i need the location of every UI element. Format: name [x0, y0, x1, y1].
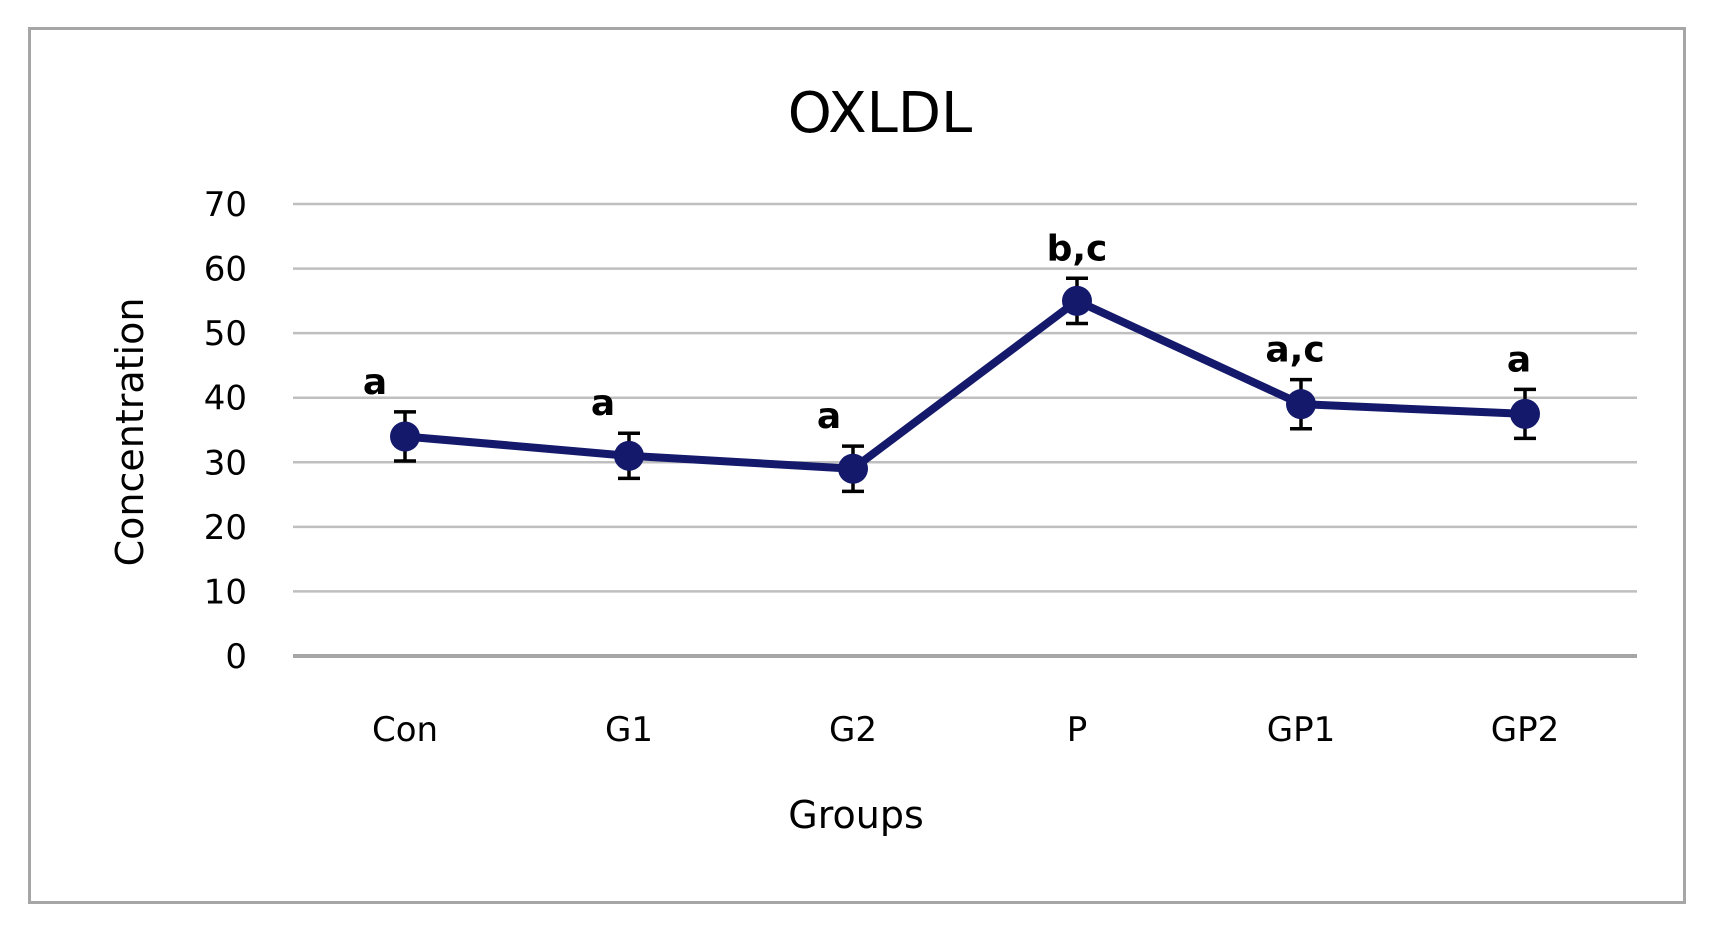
annotation-4: a,c: [1265, 330, 1324, 371]
y-tick-label-7: 70: [204, 185, 247, 225]
x-tick-label-4: GP1: [1267, 710, 1335, 750]
data-point-1: [614, 431, 644, 481]
annotation-3: b,c: [1047, 228, 1108, 269]
data-point-3: [1062, 276, 1092, 326]
data-point-4: [1286, 377, 1316, 431]
annotation-2: a: [817, 396, 841, 437]
y-tick-label-0: 0: [225, 637, 247, 677]
series-line-path: [401, 296, 1529, 473]
data-points: [390, 276, 1540, 494]
data-point-0: [390, 410, 420, 463]
marker-4: [1286, 389, 1316, 420]
data-point-5: [1510, 387, 1540, 441]
series-line: [401, 296, 1529, 473]
marker-0: [390, 421, 420, 452]
marker-2: [838, 453, 868, 484]
marker-1: [614, 440, 644, 471]
data-point-2: [838, 444, 868, 494]
x-tick-label-5: GP2: [1491, 710, 1559, 750]
annotation-1: a: [591, 383, 615, 424]
chart-title: OXLDL: [788, 81, 972, 146]
y-tick-label-4: 40: [204, 379, 247, 419]
x-tick-label-2: G2: [829, 710, 877, 750]
marker-5: [1510, 398, 1540, 429]
marker-3: [1062, 285, 1092, 316]
x-axis-label: Groups: [788, 793, 924, 837]
annotation-5: a: [1507, 339, 1531, 380]
y-tick-label-5: 50: [204, 314, 247, 354]
x-tick-label-3: P: [1067, 710, 1088, 750]
y-tick-labels: 0 10 20 30 40 50 60 70: [204, 185, 247, 677]
y-tick-label-1: 10: [204, 572, 247, 612]
x-tick-label-1: G1: [605, 710, 653, 750]
x-tick-label-0: Con: [372, 710, 438, 750]
grid-lines: [293, 202, 1637, 658]
annotation-0: a: [363, 362, 387, 403]
y-tick-label-2: 20: [204, 508, 247, 548]
significance-annotations: a a a b,c a,c a: [363, 228, 1531, 437]
y-tick-label-3: 30: [204, 443, 247, 483]
y-tick-label-6: 60: [204, 250, 247, 290]
x-tick-labels: Con G1 G2 P GP1 GP2: [372, 710, 1559, 750]
y-axis-label: Concentration: [108, 298, 152, 567]
